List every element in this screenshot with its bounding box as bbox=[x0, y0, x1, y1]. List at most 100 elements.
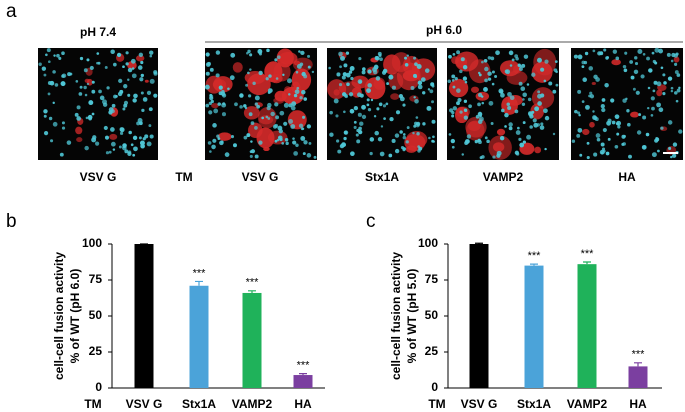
cell-red bbox=[656, 89, 663, 97]
cell-red bbox=[454, 51, 479, 72]
nucleus bbox=[205, 62, 211, 67]
x-tick-label: Stx1A bbox=[182, 397, 216, 411]
nucleus bbox=[205, 52, 210, 57]
nucleus bbox=[208, 110, 213, 115]
nucleus bbox=[634, 61, 639, 66]
nucleus bbox=[86, 58, 90, 62]
nucleus bbox=[593, 152, 598, 157]
nucleus bbox=[122, 65, 125, 69]
nucleus bbox=[650, 96, 655, 101]
nucleus bbox=[266, 106, 271, 111]
nucleus bbox=[488, 100, 494, 106]
nucleus bbox=[239, 105, 243, 109]
nucleus bbox=[427, 88, 431, 91]
nucleus bbox=[414, 62, 418, 67]
nucleus bbox=[357, 92, 362, 98]
nucleus bbox=[588, 66, 594, 71]
nucleus bbox=[292, 137, 295, 140]
nucleus bbox=[142, 137, 146, 141]
nucleus bbox=[577, 127, 583, 133]
nucleus bbox=[125, 51, 129, 55]
nucleus bbox=[270, 111, 275, 117]
nucleus bbox=[532, 118, 537, 123]
condition-label: pH 7.4 bbox=[80, 25, 116, 39]
cell-red bbox=[75, 126, 83, 135]
nucleus bbox=[540, 122, 544, 126]
nucleus bbox=[382, 104, 387, 108]
nucleus bbox=[456, 101, 460, 106]
nucleus bbox=[499, 135, 505, 141]
nucleus bbox=[209, 150, 212, 153]
error-bar bbox=[634, 362, 642, 367]
nucleus bbox=[537, 93, 542, 99]
nucleus bbox=[60, 81, 66, 87]
nucleus bbox=[149, 134, 154, 139]
nucleus bbox=[402, 135, 407, 140]
nucleus bbox=[349, 66, 355, 71]
nucleus bbox=[362, 67, 366, 71]
nucleus bbox=[640, 74, 645, 79]
y-tick-label: 75 bbox=[425, 272, 439, 286]
row-label: TM bbox=[428, 397, 445, 411]
nucleus bbox=[140, 91, 144, 95]
cell-red bbox=[211, 103, 219, 109]
nucleus bbox=[606, 120, 612, 126]
nucleus bbox=[333, 98, 339, 104]
nucleus bbox=[301, 89, 306, 95]
nucleus bbox=[212, 138, 217, 143]
nucleus bbox=[592, 115, 597, 120]
nucleus bbox=[543, 79, 547, 83]
nucleus bbox=[249, 53, 253, 57]
nucleus bbox=[466, 134, 472, 139]
nucleus bbox=[571, 139, 576, 143]
nucleus bbox=[518, 66, 523, 71]
nucleus bbox=[380, 125, 384, 128]
nucleus bbox=[265, 115, 269, 119]
cell-red bbox=[232, 62, 243, 73]
nucleus bbox=[432, 135, 435, 139]
nucleus bbox=[417, 84, 423, 90]
nucleus bbox=[358, 126, 362, 131]
nucleus bbox=[78, 92, 83, 96]
nucleus bbox=[600, 103, 605, 109]
nucleus bbox=[479, 116, 484, 122]
nucleus bbox=[389, 117, 394, 122]
nucleus bbox=[674, 91, 678, 95]
nucleus bbox=[600, 151, 604, 155]
nucleus bbox=[230, 52, 236, 58]
nucleus bbox=[382, 68, 388, 74]
nucleus bbox=[477, 138, 481, 143]
nucleus bbox=[627, 122, 631, 127]
nucleus bbox=[275, 115, 280, 120]
nucleus bbox=[290, 124, 296, 129]
nucleus bbox=[672, 153, 677, 158]
nucleus bbox=[83, 85, 87, 90]
nucleus bbox=[623, 68, 628, 73]
nucleus bbox=[490, 121, 494, 125]
cell-red bbox=[333, 89, 340, 96]
nucleus bbox=[272, 124, 278, 129]
cell-red bbox=[273, 97, 285, 104]
nucleus bbox=[339, 65, 342, 69]
nucleus bbox=[521, 63, 526, 68]
nucleus bbox=[366, 98, 370, 102]
nucleus bbox=[340, 55, 345, 61]
nucleus bbox=[592, 110, 595, 113]
nucleus bbox=[430, 82, 435, 87]
nucleus bbox=[589, 91, 593, 95]
nucleus bbox=[403, 133, 406, 136]
nucleus bbox=[254, 126, 258, 130]
nucleus bbox=[103, 125, 108, 131]
nucleus bbox=[119, 127, 124, 132]
nucleus bbox=[137, 65, 143, 70]
nucleus bbox=[74, 112, 79, 117]
nucleus bbox=[54, 83, 59, 87]
nucleus bbox=[589, 94, 595, 99]
cell-red bbox=[217, 132, 232, 141]
nucleus bbox=[537, 90, 541, 94]
nucleus bbox=[574, 109, 578, 114]
nucleus bbox=[61, 74, 65, 78]
nucleus bbox=[118, 78, 123, 83]
nucleus bbox=[406, 126, 410, 130]
nucleus bbox=[388, 153, 393, 158]
